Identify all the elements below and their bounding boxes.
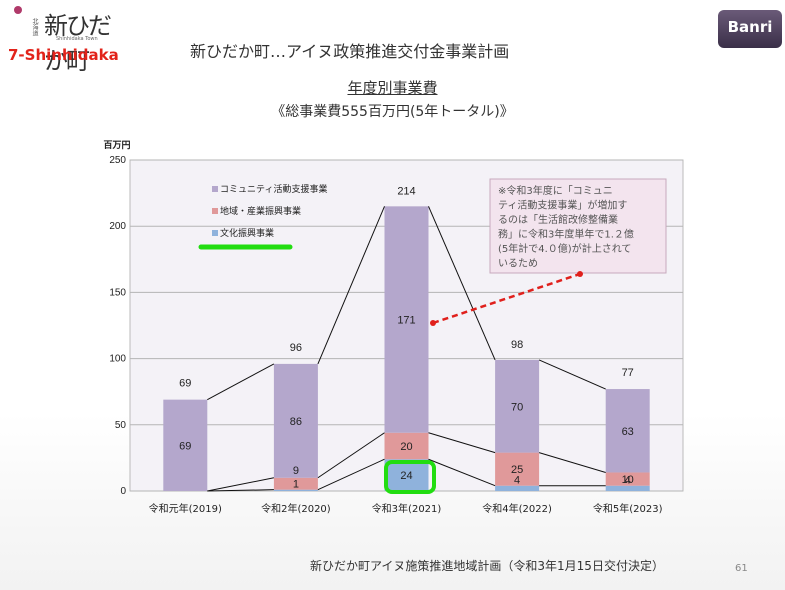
bar-segment	[273, 477, 318, 490]
x-tick-label: 令和2年(2020)	[261, 502, 331, 515]
total-label: 69	[179, 378, 191, 390]
bar-segment	[273, 489, 318, 491]
legend-swatch	[212, 186, 218, 192]
brand-name: 7-Shinhidaka	[8, 46, 119, 64]
data-label: 171	[397, 315, 415, 327]
data-label: 20	[400, 441, 412, 453]
legend-swatch	[212, 230, 218, 236]
data-label: 10	[622, 474, 634, 486]
note-line: いるため	[498, 258, 538, 270]
arrow-start-dot	[430, 320, 436, 326]
slide-title: 新ひだか町…アイヌ政策推進交付金事業計画	[190, 42, 510, 61]
note-line: るのは「生活館改修整備業	[498, 213, 618, 226]
y-axis-label: 百万円	[103, 140, 130, 151]
bar-segment	[163, 399, 208, 491]
data-label: 9	[293, 465, 299, 477]
series-connector	[317, 432, 385, 479]
data-label: 1	[293, 479, 299, 491]
highlight-box	[384, 460, 436, 494]
series-connector	[317, 206, 385, 365]
y-tick-label: 100	[109, 354, 126, 365]
series-connector	[428, 458, 496, 487]
y-tick-label: 50	[115, 420, 127, 431]
bar-segment	[384, 459, 429, 491]
data-label: 63	[622, 426, 634, 438]
bar-segment	[605, 389, 650, 473]
data-label: 4	[625, 475, 631, 487]
legend-label: 文化振興事業	[220, 227, 274, 239]
series-connector	[428, 432, 496, 454]
total-label: 214	[397, 186, 415, 198]
total-label: 96	[290, 342, 302, 354]
legend-label: 地域・産業振興事業	[220, 205, 301, 217]
town-logo: 北海道 新ひだか町 Shinhidaka Town	[8, 4, 120, 75]
bar-segment	[384, 206, 429, 433]
logo-sub: 北海道	[31, 18, 38, 36]
data-label: 4	[514, 475, 520, 487]
x-tick-label: 令和元年(2019)	[149, 502, 222, 515]
legend-swatch	[212, 208, 218, 214]
series-connector	[207, 489, 274, 492]
bar-segment	[273, 363, 318, 478]
x-tick-label: 令和3年(2021)	[372, 502, 442, 515]
data-label: 86	[290, 416, 302, 428]
data-label: 24	[400, 470, 412, 482]
logo-text: 新ひだか町	[44, 12, 112, 75]
x-tick-label: 令和4年(2022)	[482, 502, 552, 515]
page-number: 61	[735, 563, 748, 574]
bar-segment	[495, 359, 540, 453]
note-line: ティ活動支援事業」が増加す	[498, 199, 627, 212]
x-tick-label: 令和5年(2023)	[593, 502, 663, 515]
series-connector	[317, 458, 385, 491]
data-label: 25	[511, 464, 523, 476]
bar-segment	[605, 472, 650, 486]
note-arrow	[432, 272, 581, 325]
series-connector	[207, 477, 274, 492]
series-connector	[428, 206, 496, 361]
y-tick-label: 250	[109, 155, 126, 166]
bar-segment	[495, 452, 540, 486]
series-connector	[538, 452, 606, 473]
footer-note: 新ひだか町アイヌ施策推進地域計画（令和3年1月15日交付決定）	[310, 559, 664, 573]
total-label: 98	[511, 339, 523, 351]
flower-icon	[14, 6, 22, 14]
bar-segment	[384, 432, 429, 460]
note-box	[489, 178, 667, 274]
logo-en: Shinhidaka Town	[56, 36, 98, 42]
bar-segment	[495, 485, 540, 491]
note-line: (5年計で4.０億)が計上されて	[498, 242, 631, 255]
y-tick-label: 150	[109, 287, 126, 298]
data-label: 70	[511, 401, 523, 413]
chart-total-label: 《総事業費555百万円(5年トータル)》	[271, 104, 514, 120]
chart-subtitle: 年度別事業費	[347, 79, 438, 97]
data-label: 69	[179, 440, 191, 452]
corp-logo: Banri	[718, 10, 782, 48]
series-connector	[538, 359, 606, 390]
note-line: ※令和3年度に「コミュニ	[498, 184, 613, 197]
legend-label: コミュニティ活動支援事業	[220, 183, 327, 195]
y-tick-label: 0	[120, 486, 126, 497]
total-label: 77	[622, 367, 634, 379]
series-connector	[207, 363, 275, 401]
note-line: 務」に令和3年度単年で1.２億	[498, 228, 634, 241]
arrow-end-dot	[577, 271, 583, 277]
bar-segment	[605, 485, 650, 491]
corp-logo-text: Banri	[727, 18, 773, 36]
y-tick-label: 200	[109, 221, 126, 232]
